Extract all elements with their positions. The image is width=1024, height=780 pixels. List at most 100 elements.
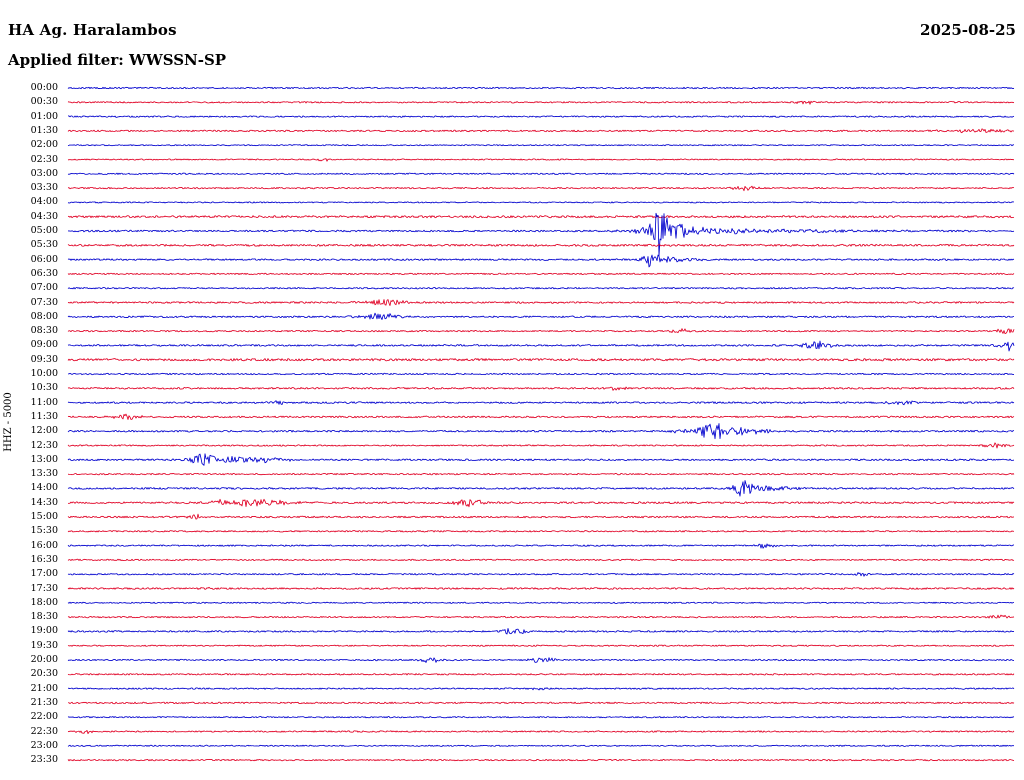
time-label-2230: 22:30	[30, 725, 58, 737]
time-label-1130: 11:30	[30, 410, 58, 422]
time-label-0630: 06:30	[30, 267, 58, 279]
trace-1730	[67, 586, 1015, 590]
time-label-0730: 07:30	[30, 296, 58, 308]
time-label-2030: 20:30	[30, 668, 58, 680]
time-label-0930: 09:30	[30, 353, 58, 365]
trace-1700	[67, 572, 1015, 577]
time-label-0900: 09:00	[30, 339, 58, 351]
trace-0530	[67, 243, 1015, 247]
time-label-0430: 04:30	[30, 210, 58, 222]
trace-2230	[67, 730, 1015, 735]
time-label-2200: 22:00	[30, 711, 58, 723]
trace-0300	[67, 172, 1015, 175]
time-label-0300: 03:00	[30, 167, 58, 179]
time-label-1930: 19:30	[30, 639, 58, 651]
trace-0330	[67, 185, 1015, 192]
time-label-0800: 08:00	[30, 310, 58, 322]
time-label-1400: 14:00	[30, 482, 58, 494]
time-label-0000: 00:00	[30, 82, 58, 93]
time-label-0330: 03:30	[30, 182, 58, 194]
trace-0600	[67, 254, 1015, 268]
time-label-2100: 21:00	[30, 682, 58, 694]
trace-0430	[67, 215, 1015, 219]
trace-2300	[67, 744, 1014, 747]
time-label-1230: 12:30	[30, 439, 58, 451]
trace-1800	[67, 601, 1015, 604]
trace-0500	[67, 212, 1015, 257]
trace-0200	[67, 144, 1015, 147]
time-label-0830: 08:30	[30, 325, 58, 337]
time-label-1600: 16:00	[30, 539, 58, 551]
time-label-0030: 00:30	[30, 96, 58, 108]
trace-1130	[67, 413, 1015, 420]
trace-1430	[67, 498, 1015, 508]
date-label: 2025-08-25	[920, 21, 1016, 39]
time-label-0530: 05:30	[30, 239, 58, 251]
trace-0930	[67, 358, 1015, 362]
time-labels-column: 00:00 00:30 01:00 01:30 02:00 02:30 03:00 03:30…	[0, 0, 62, 780]
trace-2130	[67, 701, 1015, 705]
trace-1930	[67, 644, 1015, 647]
time-label-1300: 13:00	[30, 453, 58, 465]
time-label-1000: 10:00	[30, 368, 58, 379]
time-label-0130: 01:30	[30, 124, 58, 136]
time-label-2300: 23:00	[30, 739, 58, 751]
trace-0800	[67, 312, 1015, 320]
trace-1100	[67, 400, 1015, 406]
trace-0400	[67, 201, 1015, 204]
time-label-1200: 12:00	[30, 425, 58, 437]
time-label-2130: 21:30	[30, 696, 58, 708]
trace-1300	[67, 453, 1014, 466]
trace-0730	[67, 299, 1015, 306]
time-label-0230: 02:30	[30, 153, 58, 165]
trace-1530	[67, 530, 1015, 533]
trace-2330	[67, 758, 1015, 762]
time-label-1630: 16:30	[30, 553, 58, 565]
trace-2030	[67, 673, 1015, 676]
trace-2100	[67, 687, 1015, 691]
time-label-0500: 05:00	[30, 225, 58, 236]
time-label-1100: 11:00	[30, 396, 58, 408]
trace-1400	[67, 480, 1015, 497]
trace-2200	[67, 716, 1015, 719]
time-label-0200: 02:00	[30, 139, 58, 151]
trace-0630	[67, 272, 1015, 276]
time-label-1700: 17:00	[30, 568, 58, 580]
station-title: HA Ag. Haralambos	[8, 21, 177, 39]
time-label-1830: 18:30	[30, 611, 58, 623]
time-label-2330: 23:30	[30, 754, 58, 766]
trace-1830	[67, 614, 1015, 619]
time-label-0100: 01:00	[30, 110, 58, 122]
time-label-2000: 20:00	[30, 654, 58, 665]
trace-0700	[67, 287, 1015, 290]
trace-1900	[67, 628, 1015, 635]
time-label-0700: 07:00	[30, 282, 58, 294]
trace-0830	[67, 328, 1015, 335]
time-label-0600: 06:00	[30, 253, 58, 265]
time-label-0400: 04:00	[30, 196, 58, 208]
time-label-1430: 14:30	[30, 496, 58, 508]
trace-1200	[67, 423, 1015, 440]
trace-0230	[67, 158, 1015, 162]
time-label-1800: 18:00	[30, 596, 58, 608]
time-label-1730: 17:30	[30, 582, 58, 594]
trace-0130	[67, 128, 1015, 134]
time-label-1030: 10:30	[30, 382, 58, 394]
trace-1030	[67, 386, 1015, 391]
time-label-1900: 19:00	[30, 625, 58, 637]
trace-0030	[67, 100, 1015, 105]
trace-1630	[67, 558, 1015, 562]
trace-1600	[67, 543, 1015, 549]
trace-1330	[67, 472, 1015, 476]
trace-0100	[67, 115, 1015, 118]
trace-0900	[67, 340, 1015, 352]
trace-1000	[67, 372, 1015, 376]
filter-label: Applied filter: WWSSN-SP	[8, 51, 227, 69]
trace-1500	[67, 513, 1015, 520]
time-label-1500: 15:00	[30, 511, 58, 522]
trace-2000	[67, 657, 1015, 663]
trace-1230	[67, 442, 1015, 449]
time-label-1530: 15:30	[30, 525, 58, 537]
